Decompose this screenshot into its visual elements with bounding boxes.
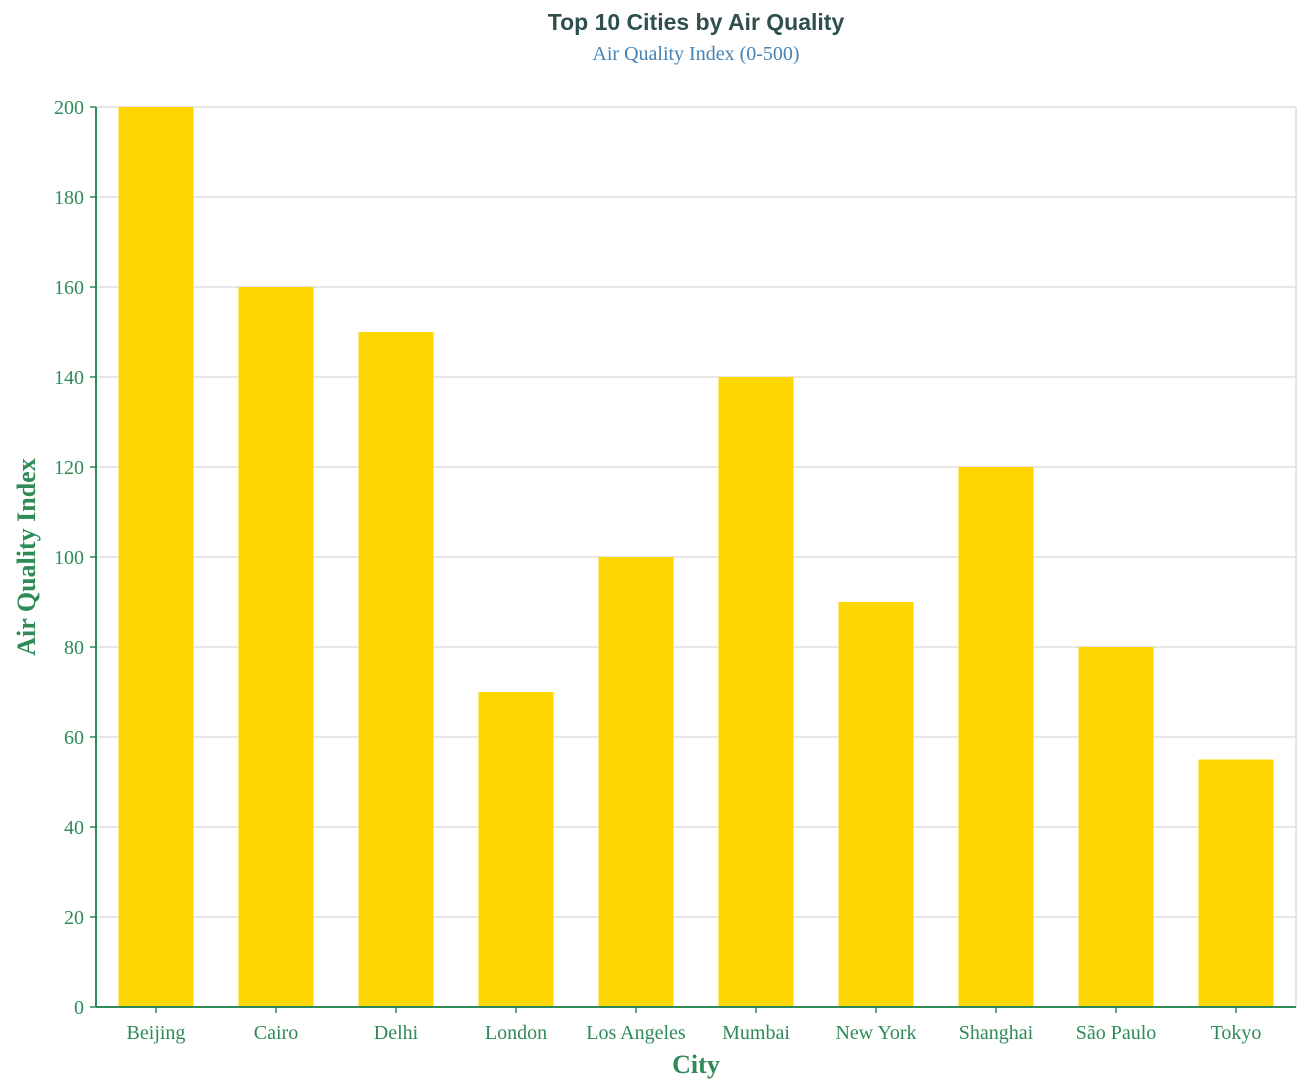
bar-delhi xyxy=(358,332,434,1007)
y-tick-label: 100 xyxy=(54,547,84,569)
y-tick-label: 20 xyxy=(64,907,84,929)
x-tick-label: Mumbai xyxy=(722,1022,790,1044)
chart-subtitle: Air Quality Index (0-500) xyxy=(592,43,799,65)
bar-new-york xyxy=(838,602,914,1007)
x-tick-label: Beijing xyxy=(127,1022,186,1044)
x-tick-label: Tokyo xyxy=(1211,1022,1262,1044)
x-tick-label: Cairo xyxy=(254,1022,298,1044)
bar-shanghai xyxy=(958,467,1034,1007)
y-tick-label: 60 xyxy=(64,727,84,749)
x-tick-label: Los Angeles xyxy=(586,1022,686,1044)
y-tick-label: 0 xyxy=(74,997,84,1019)
x-tick-label: Delhi xyxy=(374,1022,419,1044)
y-axis-title: Air Quality Index xyxy=(12,458,41,655)
bar-cairo xyxy=(238,287,314,1007)
bar-s-o-paulo xyxy=(1078,647,1154,1007)
x-tick-label: New York xyxy=(835,1022,916,1044)
x-tick-label: São Paulo xyxy=(1076,1022,1157,1044)
y-tick-label: 80 xyxy=(64,637,84,659)
chart-title: Top 10 Cities by Air Quality xyxy=(548,9,845,35)
bar-mumbai xyxy=(718,377,794,1007)
x-tick-label: Shanghai xyxy=(959,1022,1034,1044)
axes: 0 20 40 60 80 100 120 140 160 180 200 Beijing Cairo D… xyxy=(54,97,1296,1044)
y-tick-label: 180 xyxy=(54,187,84,209)
y-tick-label: 160 xyxy=(54,277,84,299)
x-axis-title: City xyxy=(672,1050,720,1079)
bar-los-angeles xyxy=(598,557,674,1007)
bar-london xyxy=(478,692,554,1007)
x-tick-label: London xyxy=(485,1022,547,1044)
bar-tokyo xyxy=(1198,759,1274,1007)
y-tick-label: 140 xyxy=(54,367,84,389)
y-tick-label: 120 xyxy=(54,457,84,479)
bars xyxy=(118,107,1274,1007)
y-tick-label: 200 xyxy=(54,97,84,119)
bar-beijing xyxy=(118,107,194,1007)
y-tick-label: 40 xyxy=(64,817,84,839)
